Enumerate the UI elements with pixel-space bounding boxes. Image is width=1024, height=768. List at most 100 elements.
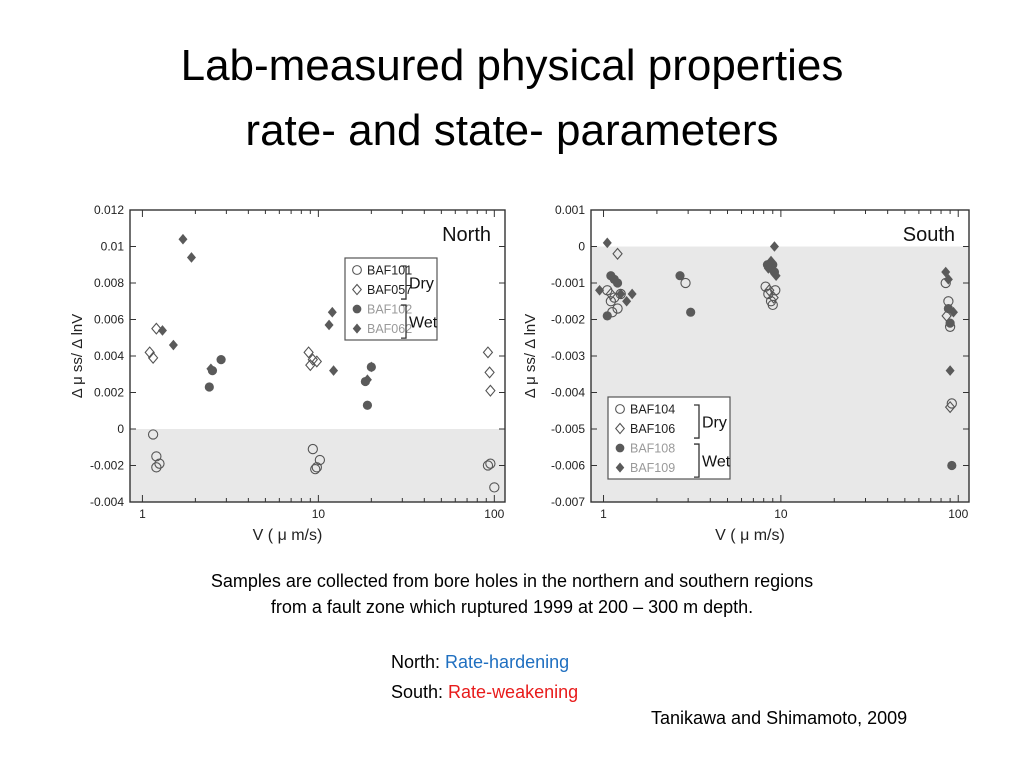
north-baf062-point — [178, 233, 188, 245]
south-baf104-point — [767, 299, 778, 311]
south-baf108-point — [612, 278, 623, 288]
north-legend-box — [344, 257, 438, 341]
north-y-tick-label: 0.006 — [94, 313, 124, 327]
south-legend-label-baf108: BAF108 — [630, 442, 675, 456]
south-baf109-point — [763, 263, 773, 274]
north-baf101-point — [482, 460, 494, 471]
north-baf101-point — [311, 462, 322, 473]
north-x-tick-label: 100 — [484, 507, 504, 521]
north-baf057-point — [147, 351, 159, 364]
south-baf109-point — [771, 270, 781, 281]
south-baf109-point — [622, 295, 632, 307]
north-chart-title: North — [442, 224, 491, 246]
south-legend: BAF104 BAF106 Dry BAF108 BAF109 Wet — [607, 396, 731, 480]
south-y-tick-label: -0.007 — [551, 495, 585, 509]
south-y-tick-label: -0.001 — [551, 276, 585, 290]
south-baf104-point — [605, 296, 617, 307]
north-baf057-point — [311, 355, 323, 368]
south-legend-marker-baf104 — [615, 404, 625, 414]
north-baf057-point — [484, 366, 495, 379]
north-baf062-point — [366, 361, 376, 373]
south-y-tick-label: -0.004 — [551, 386, 585, 400]
south-baf108-point — [945, 318, 955, 328]
south-y-axis-label: Δ μ ss/ Δ lnV — [522, 314, 539, 399]
north-baf062-point — [362, 374, 372, 386]
north-baf057-point — [144, 346, 155, 359]
north-baf102-point — [204, 382, 214, 392]
north-baf101-point — [314, 454, 326, 466]
south-x-axis-label: V ( μ m/s) — [715, 527, 785, 544]
north-baf102-point — [216, 355, 226, 365]
north-summary: North: Rate-hardening — [391, 649, 569, 675]
south-legend-group-dry: Dry — [702, 415, 727, 432]
north-legend-marker-baf101 — [352, 265, 362, 275]
caption-line-1: Samples are collected from bore holes in… — [210, 571, 814, 591]
north-legend-bracket — [401, 304, 407, 339]
north-baf057-point — [303, 346, 314, 359]
north-legend-group-dry: Dry — [409, 276, 434, 293]
south-y-tick-label: -0.006 — [551, 459, 585, 473]
north-baf057-point — [151, 322, 162, 335]
south-baf108-point — [602, 311, 612, 321]
north-legend-bracket — [401, 265, 407, 300]
north-y-axis-label: Δ μ ss/ Δ lnV — [69, 314, 86, 399]
north-baf101-point — [310, 463, 321, 475]
north-baf101-point — [151, 462, 162, 473]
south-y-tick-label: -0.003 — [551, 349, 585, 363]
north-x-tick-label: 1 — [139, 507, 146, 521]
south-summary-label: South: — [391, 682, 449, 702]
north-y-tick-label: 0.012 — [94, 203, 124, 217]
north-baf102-point — [362, 400, 373, 410]
north-legend-group-wet: Wet — [409, 315, 438, 332]
north-baf057-point — [482, 346, 494, 359]
south-baf109-point — [941, 266, 951, 278]
south-legend-label-baf109: BAF109 — [630, 461, 675, 475]
south-x-tick-label: 100 — [948, 507, 968, 521]
north-y-tick-label: 0.01 — [101, 240, 125, 254]
north-legend-label-baf057: BAF057 — [367, 283, 412, 297]
south-baf109-point — [945, 365, 955, 376]
south-baf109-point — [948, 306, 958, 318]
south-x-tick-label: 1 — [600, 507, 607, 521]
north-legend-label-baf062: BAF062 — [367, 322, 412, 336]
south-baf106-point — [612, 247, 623, 260]
north-baf062-point — [168, 339, 178, 351]
south-legend-marker-baf106 — [615, 422, 625, 435]
north-y-tick-label: 0.002 — [94, 386, 124, 400]
north-x-tick-label: 10 — [312, 507, 326, 521]
south-baf109-point — [766, 255, 776, 267]
north-baf101-point — [489, 482, 500, 493]
south-baf108-point — [686, 307, 696, 317]
south-baf109-point — [769, 241, 779, 252]
south-y-tick-label: 0 — [578, 240, 585, 254]
south-chart-title: South — [903, 224, 955, 246]
north-baf062-point — [157, 325, 167, 336]
south-legend-bracket — [694, 404, 700, 439]
north-y-tick-label: -0.004 — [90, 495, 124, 509]
south-baf106-point — [944, 400, 956, 414]
south-chart-svg: 0.001 0 -0.001 -0.002 -0.003 -0.004 -0.005 -0.0… — [522, 203, 970, 544]
reference-citation: Tanikawa and Shimamoto, 2009 — [651, 708, 908, 728]
south-baf109-point — [943, 274, 953, 285]
south-baf104-point — [612, 303, 623, 314]
north-y-tick-label: 0.004 — [94, 349, 124, 363]
north-summary-value: Rate-hardening — [445, 652, 570, 672]
south-summary-value: Rate-weakening — [448, 682, 579, 702]
south-baf109-point — [616, 288, 626, 300]
north-series-baf057 — [144, 322, 496, 397]
north-baf101-point — [154, 458, 165, 469]
north-chart: 0.012 0.01 0.008 0.006 0.004 0.002 0 -0.002 -0.0… — [60, 195, 515, 550]
south-baf106-point — [768, 291, 779, 304]
north-x-axis-label: V ( μ m/s) — [253, 527, 323, 544]
south-baf104-point — [680, 277, 691, 289]
south-legend-label-baf104: BAF104 — [630, 403, 675, 417]
north-legend-label-baf101: BAF101 — [367, 264, 412, 278]
north-baf062-point — [324, 319, 334, 331]
south-legend-group-wet: Wet — [702, 454, 731, 471]
south-y-tick-label: -0.002 — [551, 313, 585, 327]
caption-line-2: from a fault zone which ruptured 1999 at… — [270, 597, 754, 617]
north-chart-svg: 0.012 0.01 0.008 0.006 0.004 0.002 0 -0.002 -0.0… — [69, 203, 506, 544]
north-y-tick-label: 0.008 — [94, 276, 124, 290]
south-chart: 0.001 0 -0.001 -0.002 -0.003 -0.004 -0.005 -0.0… — [513, 195, 983, 550]
